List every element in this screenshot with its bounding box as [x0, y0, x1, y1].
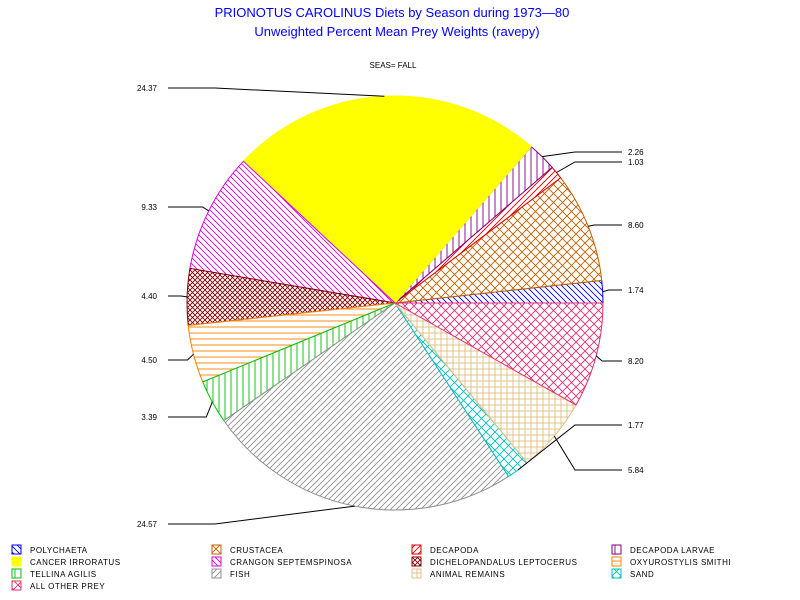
legend-label-dichelopandalus-leptocerus: DICHELOPANDALUS LEPTOCERUS [430, 558, 577, 567]
legend-item-crustacea: CRUSTACEA [211, 544, 283, 555]
data-label-crustacea: 8.60 [628, 221, 644, 230]
legend-swatch-cancer-irroratus [11, 556, 22, 567]
legend-item-decapoda-larvae: DECAPODA LARVAE [611, 544, 715, 555]
legend-item-all-other-prey: ALL OTHER PREY [11, 580, 105, 591]
pie-slice-crustacea [393, 177, 603, 304]
pie-data-labels: 1.74 8.60 1.032.26 24.37 9.33 4.40 4.50 3.39 24.… [137, 84, 644, 529]
legend-swatch-crustacea [211, 544, 222, 555]
legend-swatch-animal-remains [411, 568, 422, 579]
leader-line-decapoda-larvae [542, 151, 622, 158]
legend-item-animal-remains: ANIMAL REMAINS [411, 568, 505, 579]
pie-slice-crangon-septemspinosa [189, 160, 397, 304]
pie-leader-lines [168, 87, 622, 525]
legend-swatch-sand [611, 568, 622, 579]
legend-swatch-dichelopandalus-leptocerus [411, 556, 422, 567]
data-label-fish: 24.57 [137, 520, 158, 529]
data-label-all-other-prey: 8.20 [628, 357, 644, 366]
leader-line-crustacea [588, 224, 622, 227]
leader-line-all-other-prey [595, 355, 622, 362]
legend-item-crangon-septemspinosa: CRANGON SEPTEMSPINOSA [211, 556, 352, 567]
legend-label-cancer-irroratus: CANCER IRRORATUS [30, 558, 121, 567]
legend-swatch-all-other-prey [11, 580, 22, 591]
leader-line-animal-remains [553, 435, 622, 471]
legend-label-decapoda-larvae: DECAPODA LARVAE [630, 546, 715, 555]
leader-line-tellina-agilis [168, 401, 213, 418]
legend-label-oxyurostylis-smithi: OXYUROSTYLIS SMITHI [630, 558, 731, 567]
pie-slices [186, 95, 604, 511]
legend-swatch-decapoda [411, 544, 422, 555]
legend-item-polychaeta: POLYCHAETA [11, 544, 88, 555]
legend: POLYCHAETA CRUSTACEA DECAPODA DECAPODA LARV… [11, 544, 731, 591]
data-label-tellina-agilis: 3.39 [141, 413, 157, 422]
legend-label-animal-remains: ANIMAL REMAINS [430, 570, 505, 579]
legend-item-dichelopandalus-leptocerus: DICHELOPANDALUS LEPTOCERUS [411, 556, 577, 567]
leader-line-polychaeta [602, 289, 622, 293]
legend-item-decapoda: DECAPODA [411, 544, 479, 555]
legend-swatch-oxyurostylis-smithi [611, 556, 622, 567]
legend-label-crustacea: CRUSTACEA [230, 546, 283, 555]
leader-line-sand [517, 424, 622, 471]
legend-label-fish: FISH [230, 570, 250, 579]
chart-title: PRIONOTUS CAROLINUS Diets by Season duri… [215, 5, 570, 20]
legend-item-cancer-irroratus: CANCER IRRORATUS [11, 556, 121, 567]
data-label-animal-remains: 5.84 [628, 466, 644, 475]
legend-swatch-tellina-agilis [11, 568, 22, 579]
data-label-dichelopandalus-leptocerus: 4.40 [141, 292, 157, 301]
pie-slice-all-other-prey [393, 302, 604, 406]
legend-swatch-decapoda-larvae [611, 544, 622, 555]
legend-item-tellina-agilis: TELLINA AGILIS [11, 568, 97, 579]
data-label-polychaeta: 1.74 [628, 286, 644, 295]
legend-label-crangon-septemspinosa: CRANGON SEPTEMSPINOSA [230, 558, 352, 567]
data-label-oxyurostylis-smithi: 4.50 [141, 356, 157, 365]
legend-swatch-polychaeta [11, 544, 22, 555]
leader-line-oxyurostylis-smithi [168, 353, 194, 361]
legend-label-decapoda: DECAPODA [430, 546, 479, 555]
legend-item-oxyurostylis-smithi: OXYUROSTYLIS SMITHI [611, 556, 731, 567]
legend-item-sand: SAND [611, 568, 654, 579]
leader-line-crangon-septemspinosa [168, 206, 209, 212]
leader-line-dichelopandalus-leptocerus [168, 295, 188, 298]
data-label-decapoda-larvae: 2.26 [628, 148, 644, 157]
legend-label-sand: SAND [630, 570, 654, 579]
data-label-decapoda: 1.03 [628, 158, 644, 167]
legend-label-tellina-agilis: TELLINA AGILIS [30, 570, 97, 579]
legend-label-all-other-prey: ALL OTHER PREY [30, 582, 105, 591]
leader-line-decapoda [556, 161, 622, 173]
legend-label-polychaeta: POLYCHAETA [30, 546, 88, 555]
leader-line-fish [168, 505, 355, 525]
legend-swatch-crangon-septemspinosa [211, 556, 222, 567]
data-label-cancer-irroratus: 24.37 [137, 84, 158, 93]
data-label-crangon-septemspinosa: 9.33 [141, 203, 157, 212]
data-label-sand: 1.77 [628, 421, 644, 430]
leader-line-cancer-irroratus [168, 87, 385, 97]
legend-swatch-fish [211, 568, 222, 579]
legend-item-fish: FISH [211, 568, 250, 579]
season-label: SEAS= FALL [370, 61, 417, 70]
pie-slice-fish [223, 302, 510, 511]
chart-subtitle: Unweighted Percent Mean Prey Weights (ra… [254, 24, 539, 39]
